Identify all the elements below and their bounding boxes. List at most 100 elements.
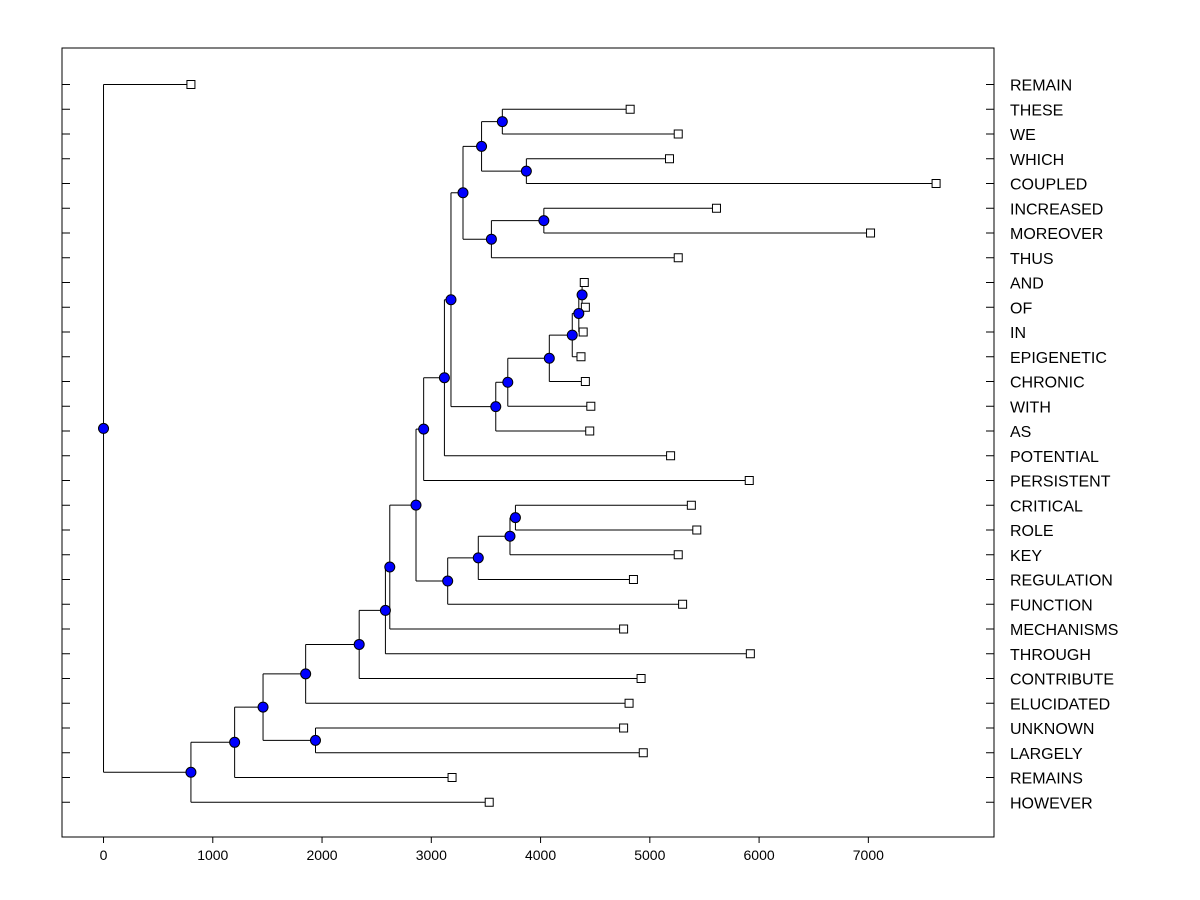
leaf-marker-key xyxy=(673,550,683,560)
leaf-label-chronic: CHRONIC xyxy=(1010,375,1085,392)
node-markers xyxy=(98,116,588,778)
x-tick-label: 2000 xyxy=(306,847,337,863)
leaf-label-remains: REMAINS xyxy=(1010,771,1083,788)
node-marker-n_these_we xyxy=(496,116,508,128)
leaf-marker-thus xyxy=(673,253,683,263)
node-marker-n_as xyxy=(490,401,502,413)
leaf-marker-these xyxy=(625,104,635,114)
leaf-marker-contribute xyxy=(636,674,646,683)
x-tick-label: 0 xyxy=(100,847,108,863)
node-marker-n_root xyxy=(98,422,110,434)
leaf-label-mechanisms: MECHANISMS xyxy=(1010,622,1118,639)
node-marker-n_potential xyxy=(438,372,450,384)
x-tick-label: 4000 xyxy=(525,847,556,863)
leaf-marker-in xyxy=(578,327,588,337)
leaf-marker-and xyxy=(579,278,589,287)
leaf-marker-through xyxy=(745,649,755,659)
node-marker-n_persistent xyxy=(418,423,430,435)
node-marker-n_thus xyxy=(485,233,497,245)
leaf-marker-remains xyxy=(447,773,457,782)
leaf-label-and: AND xyxy=(1010,276,1044,293)
leaf-labels: REMAIN THESE WE WHICH COUPLED INCREASED MOREOV… xyxy=(1010,78,1118,813)
leaf-label-contribute: CONTRIBUTE xyxy=(1010,672,1114,689)
leaf-label-through: THROUGH xyxy=(1010,647,1091,664)
leaf-marker-regulation xyxy=(628,575,638,584)
x-tick-label: 6000 xyxy=(744,847,775,863)
leaf-marker-however xyxy=(484,797,494,807)
leaf-label-potential: POTENTIAL xyxy=(1010,449,1099,466)
node-marker-n_mechanisms xyxy=(384,561,396,573)
leaf-label-persistent: PERSISTENT xyxy=(1010,474,1111,491)
leaf-label-critical: CRITICAL xyxy=(1010,498,1083,515)
leaf-marker-function xyxy=(678,599,688,609)
node-marker-n_elucidated xyxy=(300,668,312,680)
leaf-marker-coupled xyxy=(931,179,941,188)
node-marker-n_however xyxy=(185,766,197,778)
node-marker-n_top7 xyxy=(457,187,469,199)
leaf-label-however: HOWEVER xyxy=(1010,795,1093,812)
leaf-marker-epigenetic xyxy=(576,352,586,362)
leaf-label-in: IN xyxy=(1010,325,1026,342)
leaf-marker-which xyxy=(664,154,674,164)
node-marker-n_in xyxy=(573,307,585,319)
dendrogram-links xyxy=(103,84,937,803)
leaf-label-these: THESE xyxy=(1010,102,1063,119)
leaf-marker-persistent xyxy=(744,476,754,485)
node-marker-n_crit_role xyxy=(509,512,521,524)
node-marker-n_mid xyxy=(410,499,422,511)
leaf-marker-increased xyxy=(711,203,721,213)
leaf-marker-critical xyxy=(686,500,696,510)
y-ticks xyxy=(62,84,994,803)
leaf-marker-of xyxy=(580,302,590,312)
leaf-marker-elucidated xyxy=(624,698,634,708)
leaf-label-regulation: REGULATION xyxy=(1010,573,1113,590)
leaf-label-as: AS xyxy=(1010,424,1031,441)
leaf-label-which: WHICH xyxy=(1010,152,1064,169)
leaf-label-with: WITH xyxy=(1010,399,1051,416)
leaf-label-increased: INCREASED xyxy=(1010,201,1103,218)
node-marker-n_contribute xyxy=(353,638,365,650)
node-marker-n_with xyxy=(502,376,514,388)
node-marker-n_key xyxy=(504,530,516,542)
node-marker-n_unk_lar xyxy=(309,734,321,746)
leaf-label-elucidated: ELUCIDATED xyxy=(1010,696,1110,713)
x-axis: 0 1000 2000 3000 4000 5000 6000 7000 xyxy=(100,837,884,863)
leaf-marker-potential xyxy=(666,451,676,461)
leaf-label-function: FUNCTION xyxy=(1010,597,1093,614)
node-marker-n_remains xyxy=(229,736,241,748)
leaf-label-epigenetic: EPIGENETIC xyxy=(1010,350,1107,367)
leaf-marker-as xyxy=(585,426,595,436)
leaf-label-key: KEY xyxy=(1010,548,1042,565)
x-tick-label: 7000 xyxy=(853,847,884,863)
plot-frame xyxy=(61,47,995,838)
leaf-marker-moreover xyxy=(866,228,876,238)
leaf-label-largely: LARGELY xyxy=(1010,746,1083,763)
leaf-marker-unknown xyxy=(619,723,629,733)
x-tick-label: 3000 xyxy=(416,847,447,863)
leaf-label-role: ROLE xyxy=(1010,523,1054,540)
leaf-marker-with xyxy=(586,401,596,411)
leaf-markers xyxy=(186,80,941,807)
leaf-marker-remain xyxy=(186,80,196,89)
leaf-marker-chronic xyxy=(580,377,590,386)
node-marker-n_and_of xyxy=(576,289,588,301)
leaf-label-we: WE xyxy=(1010,127,1036,144)
leaf-marker-mechanisms xyxy=(619,624,629,634)
leaf-label-unknown: UNKNOWN xyxy=(1010,721,1094,738)
leaf-marker-largely xyxy=(638,748,648,758)
leaf-marker-role xyxy=(692,525,702,535)
node-marker-n_through xyxy=(379,604,391,616)
leaf-label-coupled: COUPLED xyxy=(1010,177,1087,194)
node-marker-n_which_coupled xyxy=(520,165,532,177)
node-marker-n_regulation xyxy=(472,552,484,564)
node-marker-n_upper xyxy=(445,294,457,306)
x-tick-label: 1000 xyxy=(197,847,228,863)
node-marker-n_epi xyxy=(566,329,578,341)
leaf-marker-we xyxy=(673,129,683,139)
x-tick-label: 5000 xyxy=(634,847,665,863)
leaf-label-remain: REMAIN xyxy=(1010,78,1072,95)
leaf-label-moreover: MOREOVER xyxy=(1010,226,1103,243)
node-marker-n_inc_more xyxy=(538,215,550,227)
leaf-label-of: OF xyxy=(1010,300,1032,317)
